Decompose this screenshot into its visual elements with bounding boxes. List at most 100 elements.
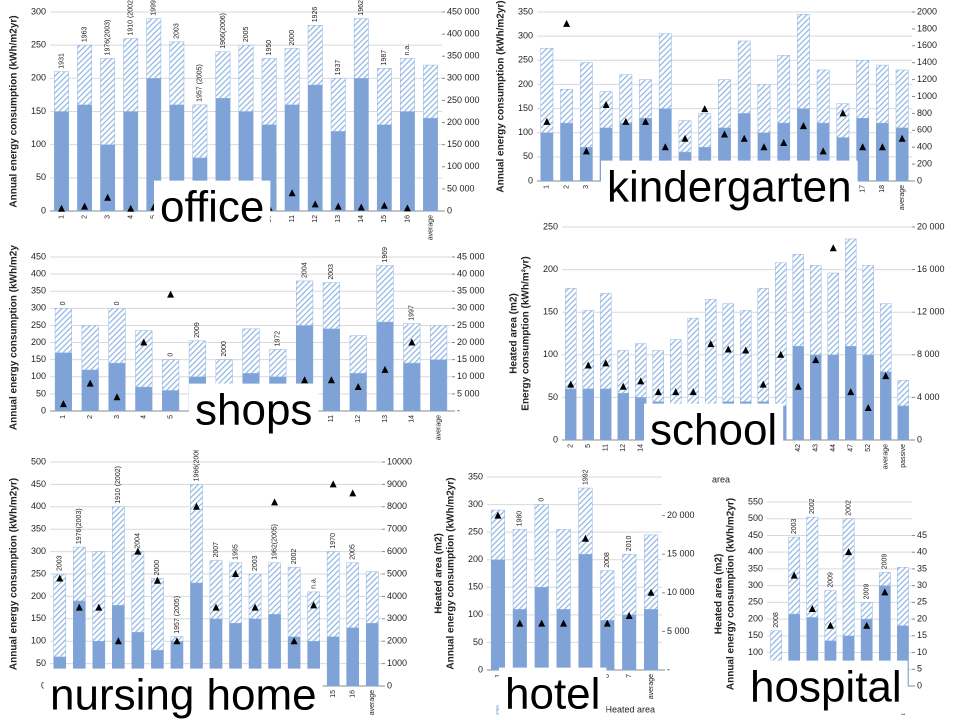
bar-segment <box>296 280 314 326</box>
y2-tick-label: 1200 <box>917 74 937 84</box>
x-tick-label: 13 <box>335 215 342 223</box>
y-tick-label: 0 <box>41 205 46 215</box>
y-tick-label: 0 <box>41 405 46 415</box>
area-marker <box>212 603 220 611</box>
area-marker <box>288 189 296 197</box>
area-marker <box>790 571 798 579</box>
y2-tick-label: 9000 <box>387 479 407 489</box>
bar-segment <box>619 74 633 124</box>
y-tick-label: 300 <box>468 499 483 509</box>
y-tick-label: 100 <box>468 609 483 619</box>
y-axis-label: Annual energy consumption (kWh/m2yr) <box>9 245 20 430</box>
bar-segment <box>269 349 287 378</box>
y-tick-label: 300 <box>518 31 533 41</box>
y2-tick-label: 1400 <box>917 57 937 67</box>
bar-label: 1957 (2005) <box>197 64 204 102</box>
y2-tick-label: 15 000 <box>457 354 485 364</box>
y2-tick-label: 350 000 <box>447 51 480 61</box>
x-tick-label: 17 <box>860 185 867 193</box>
x-tick-label: 16 <box>350 690 357 698</box>
x-tick-label: 1 <box>58 215 65 219</box>
x-tick-label: 16 <box>404 215 411 223</box>
y2-tick-label: 15 000 <box>667 549 695 559</box>
bar-segment <box>705 299 717 407</box>
bar-segment <box>54 111 69 212</box>
bar-segment <box>600 388 612 441</box>
y2-tick-label: 100 000 <box>447 161 480 171</box>
bar-segment <box>565 288 577 390</box>
x-tick-label: passive <box>900 444 907 468</box>
chart-panel: 0501001502002503003500200400600800100012… <box>487 0 960 215</box>
x-tick-label: 1 <box>544 185 551 189</box>
x-tick-label: 2 <box>563 185 570 189</box>
bar-segment <box>330 131 346 212</box>
y2-tick-label: 25 000 <box>457 320 485 330</box>
area-marker <box>192 502 200 510</box>
x-tick-label: 15 <box>381 215 388 223</box>
bar-segment <box>582 388 594 441</box>
y2-tick-label: 10 000 <box>667 587 695 597</box>
bar-segment <box>349 335 367 374</box>
y2-tick-label: 40 <box>917 547 927 557</box>
bar-segment <box>307 591 320 642</box>
x-tick-label: 2 <box>81 215 88 219</box>
area-marker <box>104 193 112 201</box>
x-tick-label: 12 <box>620 444 627 452</box>
area-marker <box>863 621 871 629</box>
bar-segment <box>600 620 615 671</box>
y2-tick-label: 0 <box>917 175 922 185</box>
bar-segment <box>215 51 231 99</box>
area-marker <box>516 619 524 627</box>
area-marker <box>75 603 83 611</box>
y-tick-label: 200 <box>31 73 46 83</box>
area-marker <box>311 200 319 208</box>
bar-segment <box>698 113 712 148</box>
y-tick-label: 250 <box>31 320 46 330</box>
area-marker <box>647 588 655 596</box>
area-marker <box>59 400 67 408</box>
bar-segment <box>578 487 593 555</box>
bar-segment <box>600 570 615 621</box>
area-marker <box>408 338 416 346</box>
bar-segment <box>878 572 891 586</box>
y2-tick-label: 5 000 <box>457 388 480 398</box>
y2-tick-label: 12 000 <box>917 307 945 317</box>
x-tick-label: 13 <box>382 415 389 423</box>
bar-segment <box>560 89 573 124</box>
area-marker <box>58 204 66 212</box>
bar-label: 1910 (2002) <box>115 466 122 504</box>
area-marker <box>56 574 64 582</box>
y2-tick-label: 0 <box>917 434 922 444</box>
y-tick-label: 100 <box>543 349 558 359</box>
area-marker <box>740 134 748 142</box>
x-tick-label: 12 <box>355 415 362 423</box>
bar-label: 1980 <box>517 511 524 527</box>
y2-tick-label: 2000 <box>387 636 407 646</box>
area-marker <box>538 619 546 627</box>
bar-segment <box>215 359 233 388</box>
bar-segment <box>810 265 822 356</box>
area-marker <box>878 143 886 151</box>
bar-segment <box>876 122 889 182</box>
bar-label: 1992 <box>582 469 589 485</box>
bar-segment <box>534 504 549 588</box>
chart-label: hospital <box>750 663 902 712</box>
y-tick-label: 300 <box>31 546 46 556</box>
y2-tick-label: 8 000 <box>917 349 940 359</box>
bar-segment <box>92 551 106 642</box>
x-tick-label: 11 <box>603 444 610 451</box>
bar-label: 1999 <box>151 0 158 16</box>
y2-tick-label: - <box>457 405 460 415</box>
bar-label: 2000 <box>154 560 161 576</box>
bar-segment <box>403 362 421 412</box>
y-tick-label: 450 <box>748 530 763 540</box>
bar-segment <box>775 262 787 407</box>
y2-tick-label: 4000 <box>387 591 407 601</box>
x-tick-label: 18 <box>879 185 886 193</box>
area-marker <box>759 380 767 388</box>
y-tick-label: 50 <box>523 151 533 161</box>
bar-segment <box>622 614 637 671</box>
y2-tick-label: 1800 <box>917 23 937 33</box>
x-tick-label: average <box>369 690 376 715</box>
